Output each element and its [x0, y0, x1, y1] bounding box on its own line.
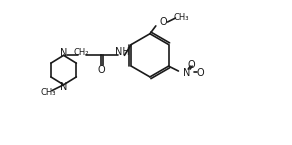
Text: CH₃: CH₃ [173, 13, 189, 22]
Text: N: N [60, 82, 67, 92]
Text: O: O [196, 68, 204, 78]
Text: CH₃: CH₃ [40, 88, 56, 97]
Text: O: O [97, 65, 105, 75]
Text: NH: NH [115, 47, 130, 57]
Text: CH₂: CH₂ [74, 48, 89, 57]
Text: O: O [160, 17, 168, 27]
Text: N: N [182, 68, 190, 78]
Text: N: N [60, 48, 67, 58]
Text: O: O [187, 60, 195, 70]
